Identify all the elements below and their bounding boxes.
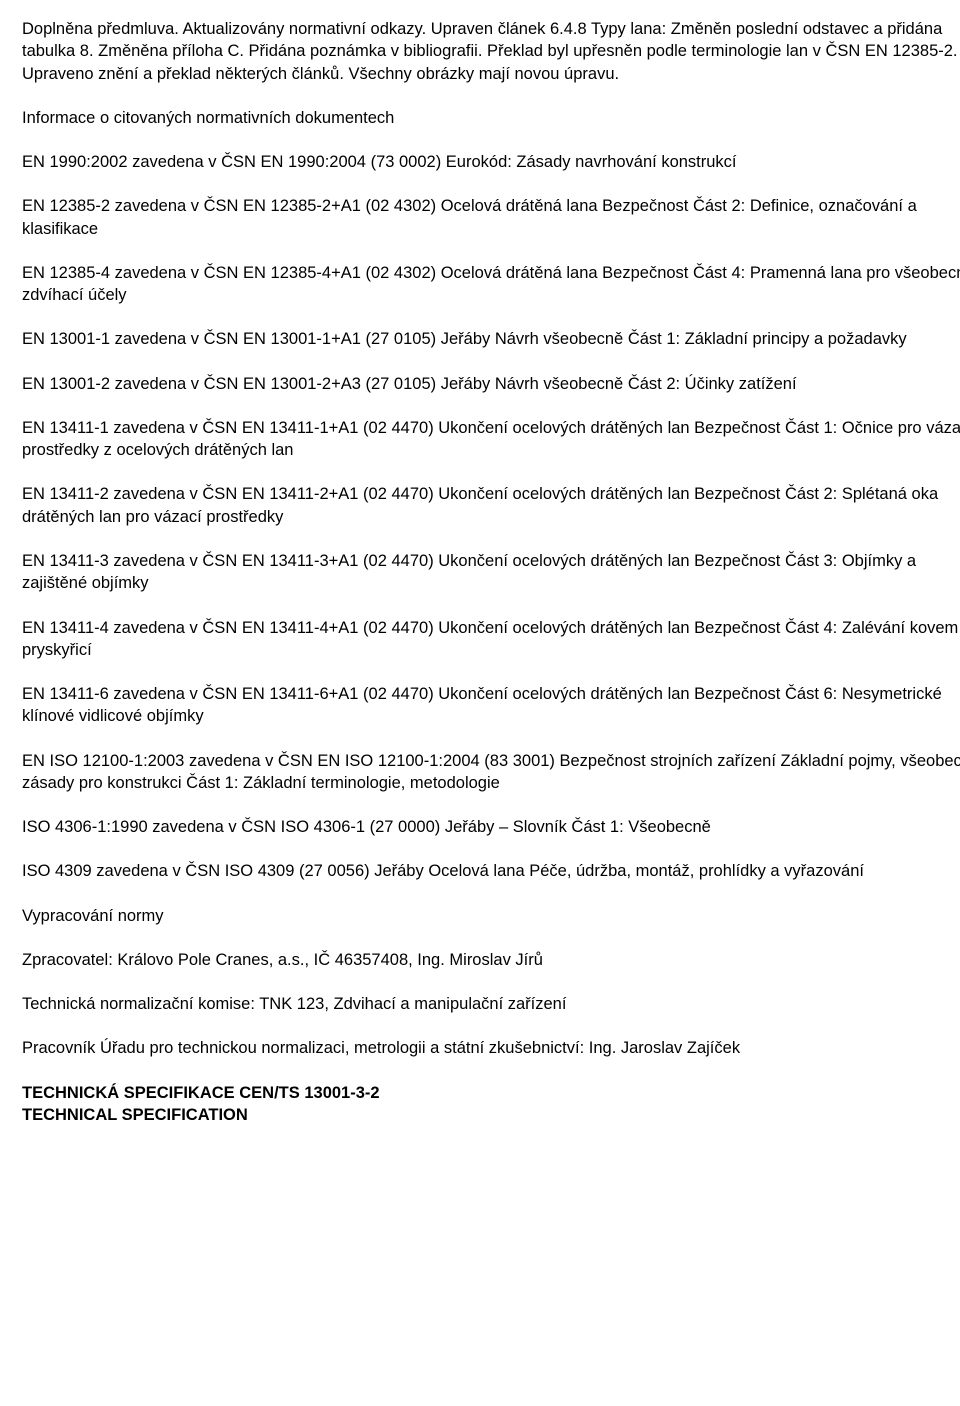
vypracovani-heading: Vypracování normy: [22, 905, 960, 927]
ref-item: EN 13411-3 zavedena v ČSN EN 13411-3+A1 …: [22, 550, 960, 595]
ref-item: EN 13411-4 zavedena v ČSN EN 13411-4+A1 …: [22, 617, 960, 662]
tnk-line: Technická normalizační komise: TNK 123, …: [22, 993, 960, 1015]
ref-item: ISO 4309 zavedena v ČSN ISO 4309 (27 005…: [22, 860, 960, 882]
ref-item: EN 13411-1 zavedena v ČSN EN 13411-1+A1 …: [22, 417, 960, 462]
pracovnik-line: Pracovník Úřadu pro technickou normaliza…: [22, 1037, 960, 1059]
ref-item: EN 12385-2 zavedena v ČSN EN 12385-2+A1 …: [22, 195, 960, 240]
zpracovatel-line: Zpracovatel: Královo Pole Cranes, a.s., …: [22, 949, 960, 971]
ref-item: EN 13411-2 zavedena v ČSN EN 13411-2+A1 …: [22, 483, 960, 528]
ref-item: EN 13001-2 zavedena v ČSN EN 13001-2+A3 …: [22, 373, 960, 395]
footer-block: TECHNICKÁ SPECIFIKACE CEN/TS 13001-3-2 T…: [22, 1082, 960, 1127]
intro-paragraph: Doplněna předmluva. Aktualizovány normat…: [22, 18, 960, 85]
footer-line-1: TECHNICKÁ SPECIFIKACE CEN/TS 13001-3-2: [22, 1082, 960, 1104]
info-heading: Informace o citovaných normativních doku…: [22, 107, 960, 129]
ref-item: EN 12385-4 zavedena v ČSN EN 12385-4+A1 …: [22, 262, 960, 307]
ref-item: EN 13001-1 zavedena v ČSN EN 13001-1+A1 …: [22, 328, 960, 350]
ref-item: EN 1990:2002 zavedena v ČSN EN 1990:2004…: [22, 151, 960, 173]
ref-item: EN 13411-6 zavedena v ČSN EN 13411-6+A1 …: [22, 683, 960, 728]
ref-item: ISO 4306-1:1990 zavedena v ČSN ISO 4306-…: [22, 816, 960, 838]
ref-item: EN ISO 12100-1:2003 zavedena v ČSN EN IS…: [22, 750, 960, 795]
footer-line-2: TECHNICAL SPECIFICATION: [22, 1104, 960, 1126]
